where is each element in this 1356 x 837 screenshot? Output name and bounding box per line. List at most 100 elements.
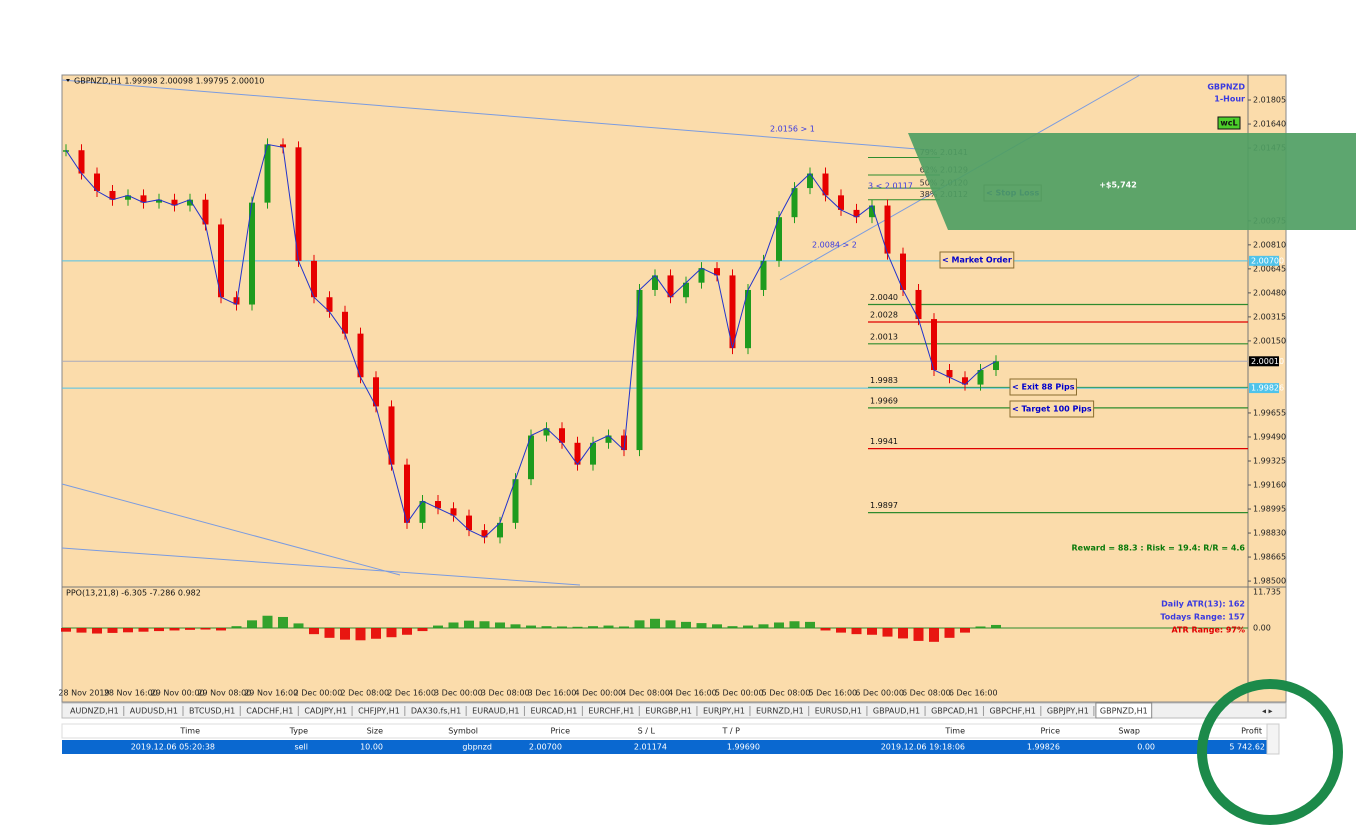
table-cell[interactable]: 5 742.62 [1229, 743, 1265, 752]
table-header[interactable]: T / P [722, 727, 741, 736]
histogram-bar [851, 628, 862, 635]
x-tick-label: 5 Dec 00:00 [715, 689, 764, 698]
annotation-box [939, 251, 1015, 269]
candle-body [373, 377, 379, 407]
tab[interactable]: CADCHF,H1 [246, 707, 293, 716]
table-header[interactable]: Price [1040, 727, 1060, 736]
tab[interactable]: CHFJPY,H1 [358, 707, 400, 716]
table-cell[interactable]: 2.00700 [529, 743, 562, 752]
y-tick-label: 0.00 [1253, 624, 1271, 633]
candle-body [187, 199, 193, 206]
tab-scroll[interactable]: ◂ ▸ [1262, 707, 1273, 716]
histogram-bar [355, 628, 366, 641]
badge: wcL [1220, 119, 1237, 128]
tab[interactable]: DAX30.fs,H1 [411, 707, 461, 716]
candle-body [977, 370, 984, 385]
tab[interactable]: EURNZD,H1 [756, 707, 804, 716]
histogram-bar [681, 621, 691, 629]
histogram-bar [588, 626, 598, 629]
table-header[interactable]: Price [550, 727, 570, 736]
table-header[interactable]: S / L [638, 727, 656, 736]
tab[interactable]: AUDUSD,H1 [130, 707, 178, 716]
candle-body [853, 209, 860, 218]
table-cell[interactable]: 2019.12.06 19:18:06 [881, 743, 965, 752]
candle-body [388, 406, 395, 465]
histogram-bar [960, 628, 970, 633]
histogram-bar [185, 628, 195, 630]
histogram-bar [944, 628, 955, 638]
tab[interactable]: EURAUD,H1 [472, 707, 519, 716]
annotation: 3 < 2.0117 [868, 182, 913, 191]
candle-body [683, 282, 689, 298]
histogram-bar [572, 626, 583, 629]
candle-body [729, 275, 736, 349]
table-header[interactable]: Swap [1118, 727, 1140, 736]
candle-body [249, 202, 255, 305]
x-tick-label: 6 Dec 08:00 [902, 689, 951, 698]
table-header[interactable]: Symbol [448, 727, 478, 736]
candle-body [698, 268, 705, 283]
histogram-bar [758, 624, 769, 629]
histogram-bar [789, 621, 800, 629]
table-header[interactable]: Time [944, 727, 965, 736]
candle-body [280, 144, 286, 148]
table-cell[interactable]: 10.00 [360, 743, 383, 752]
tab[interactable]: GBPJPY,H1 [1047, 707, 1089, 716]
tab[interactable]: EURCHF,H1 [588, 707, 634, 716]
tab[interactable]: CADJPY,H1 [304, 707, 347, 716]
symbol-arrow [66, 79, 70, 82]
tab[interactable]: GBPCAD,H1 [931, 707, 978, 716]
candle-body [946, 370, 953, 378]
x-tick-label: 4 Dec 00:00 [574, 689, 623, 698]
annotation-box [1009, 400, 1095, 418]
level-label: 1.9983 [870, 376, 898, 385]
table-header[interactable]: Profit [1241, 727, 1262, 736]
table-cell[interactable]: sell [294, 743, 308, 752]
candle-body [652, 275, 658, 290]
table-cell[interactable]: 1.99826 [1027, 743, 1060, 752]
histogram-bar [727, 626, 738, 629]
histogram-bar [619, 626, 629, 629]
tab[interactable]: EURUSD,H1 [815, 707, 862, 716]
table-cell[interactable]: 2019.12.06 05:20:38 [131, 743, 215, 752]
table-header[interactable]: Size [367, 727, 384, 736]
price-line-fast [65, 143, 997, 538]
table-cell[interactable]: gbpnzd [462, 743, 492, 752]
y-tick-label: 1.98995 [1253, 505, 1286, 514]
tab[interactable]: GBPAUD,H1 [873, 707, 920, 716]
candle-body [543, 428, 550, 436]
tab[interactable]: BTCUSD,H1 [189, 707, 235, 716]
annotation: 2.0084 > 2 [812, 241, 857, 250]
candle-body [94, 173, 100, 191]
level-label: 2.0040 [870, 293, 898, 302]
histogram-bar [324, 628, 335, 638]
x-tick-label: 2 Dec 16:00 [387, 689, 436, 698]
candle-body [326, 297, 333, 312]
table-header[interactable]: Time [179, 727, 200, 736]
histogram-bar [774, 622, 784, 629]
x-tick-label: 3 Dec 00:00 [434, 689, 483, 698]
histogram-bar [371, 628, 381, 639]
x-tick-label: 5 Dec 08:00 [762, 689, 811, 698]
histogram-bar [541, 626, 552, 629]
table-header[interactable]: Type [289, 727, 308, 736]
histogram-bar [76, 628, 87, 633]
table-cell[interactable]: 1.99690 [727, 743, 760, 752]
histogram-bar [526, 625, 536, 629]
table-cell[interactable]: 2.01174 [634, 743, 667, 752]
x-tick-label: 3 Dec 08:00 [481, 689, 530, 698]
profit-banner-text: +$5,742 [1099, 181, 1137, 190]
table-cell[interactable]: 0.00 [1137, 743, 1155, 752]
candle-body [574, 442, 581, 465]
histogram-bar [262, 615, 273, 629]
tab[interactable]: GBPCHF,H1 [989, 707, 1035, 716]
table-scrollbar [1266, 723, 1280, 755]
tab[interactable]: EURCAD,H1 [530, 707, 577, 716]
candle-body [869, 205, 875, 218]
tab[interactable]: AUDNZD,H1 [70, 707, 119, 716]
histogram-bar [154, 628, 164, 632]
tab[interactable]: EURJPY,H1 [703, 707, 745, 716]
tab[interactable]: EURGBP,H1 [645, 707, 692, 716]
tab[interactable]: GBPNZD,H1 [1100, 707, 1148, 716]
